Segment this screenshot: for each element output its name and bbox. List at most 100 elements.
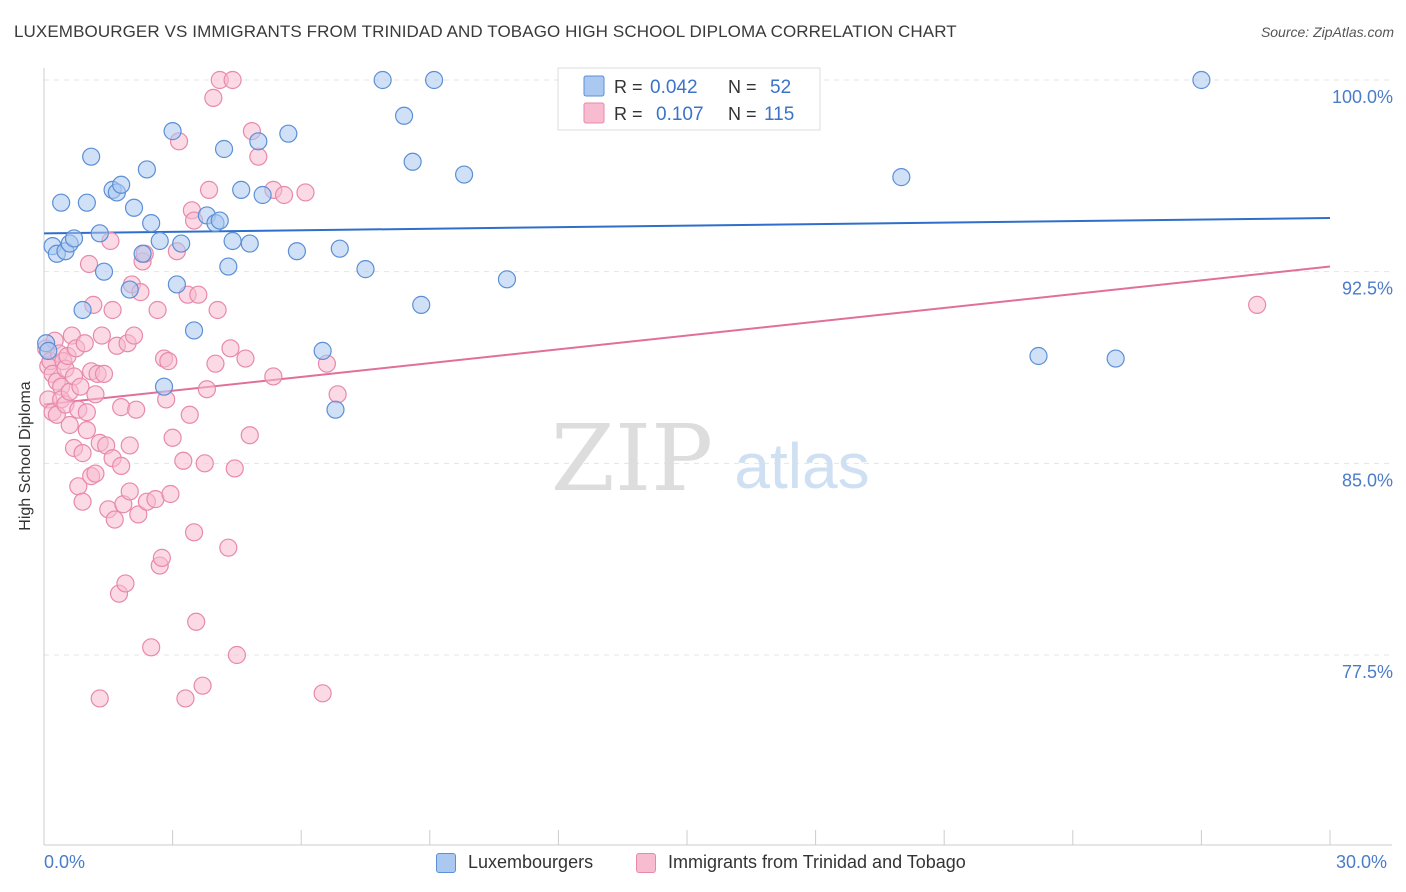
data-point-luxembourgers (394, 106, 414, 125)
data-point-luxembourgers (124, 198, 144, 217)
data-point-luxembourgers (412, 295, 431, 314)
data-point-luxembourgers (330, 239, 349, 258)
chart-title: LUXEMBOURGER VS IMMIGRANTS FROM TRINIDAD… (14, 22, 957, 41)
x-tick-label-max: 30.0% (1336, 852, 1388, 872)
data-point-luxembourgers (497, 270, 517, 289)
axes (43, 68, 1392, 846)
trend-lines (43, 217, 1331, 406)
data-point-immigrants (103, 300, 122, 320)
watermark-zip: ZIP (551, 405, 713, 512)
data-point-luxembourgers (154, 377, 174, 396)
data-point-immigrants (206, 354, 225, 373)
data-point-luxembourgers (249, 132, 268, 151)
data-point-immigrants (227, 645, 246, 665)
data-point-immigrants (127, 400, 146, 419)
data-point-immigrants (1248, 295, 1267, 314)
data-point-luxembourgers (64, 229, 84, 248)
data-point-immigrants (223, 70, 242, 90)
data-point-immigrants (90, 689, 109, 708)
data-point-immigrants (77, 421, 96, 440)
stats-r-value-2: 0.107 (656, 104, 704, 125)
data-point-immigrants (199, 180, 219, 199)
y-tick-label: 92.5% (1342, 279, 1393, 299)
data-point-luxembourgers (1192, 70, 1211, 90)
x-tick-label-min: 0.0% (44, 852, 86, 872)
data-point-immigrants (77, 403, 96, 422)
data-point-luxembourgers (1106, 349, 1125, 368)
y-tick-label: 100.0% (1332, 87, 1393, 107)
stats-r-value-1: 0.042 (650, 77, 698, 98)
data-point-immigrants (152, 548, 171, 567)
grid-lines (44, 79, 1392, 656)
y-tick-labels: 77.5% 85.0% 92.5% 100.0% (1332, 87, 1393, 682)
data-point-immigrants (219, 538, 238, 557)
data-point-luxembourgers (112, 175, 131, 194)
stats-legend-swatch-pink (583, 102, 605, 124)
data-point-luxembourgers (240, 234, 259, 253)
data-point-immigrants (86, 385, 105, 404)
data-point-luxembourgers (403, 152, 422, 171)
data-point-luxembourgers (163, 122, 182, 141)
stats-r-label-2: R = (614, 104, 643, 124)
data-point-immigrants (148, 300, 167, 320)
data-point-immigrants (189, 285, 208, 304)
data-point-luxembourgers (214, 139, 234, 159)
data-point-luxembourgers (313, 341, 332, 360)
data-point-immigrants (112, 398, 131, 417)
data-point-immigrants (159, 352, 178, 371)
watermark-atlas: atlas (734, 430, 869, 502)
data-point-immigrants (163, 428, 182, 447)
data-point-immigrants (193, 676, 212, 695)
data-point-luxembourgers (1029, 346, 1048, 366)
data-point-luxembourgers (219, 257, 238, 276)
data-point-luxembourgers (73, 300, 92, 320)
legend-label-luxembourgers: Luxembourgers (468, 852, 594, 872)
source-label: Source: ZipAtlas.com (1260, 24, 1394, 40)
stats-r-label-1: R = (614, 77, 643, 97)
data-point-immigrants (161, 484, 180, 504)
data-point-luxembourgers (167, 275, 186, 294)
data-point-immigrants (328, 385, 347, 404)
data-point-immigrants (174, 451, 193, 470)
legend-item-luxembourgers[interactable]: Luxembourgers (436, 852, 593, 873)
data-point-immigrants (73, 444, 92, 463)
data-point-immigrants (60, 415, 79, 435)
data-point-immigrants (187, 612, 206, 631)
data-point-luxembourgers (150, 231, 169, 251)
data-point-luxembourgers (133, 244, 152, 263)
data-point-luxembourgers (373, 70, 392, 90)
trend-line-luxembourgers (43, 217, 1331, 235)
data-point-immigrants (221, 339, 240, 358)
data-point-luxembourgers (120, 280, 139, 299)
data-point-immigrants (92, 326, 111, 345)
bottom-legend: Luxembourgers Immigrants from Trinidad a… (0, 852, 1406, 878)
data-point-immigrants (116, 574, 135, 593)
legend-item-immigrants[interactable]: Immigrants from Trinidad and Tobago (636, 852, 966, 873)
watermark: ZIP atlas (551, 405, 870, 512)
data-point-immigrants (264, 367, 283, 386)
series-immigrants-points (37, 70, 1267, 708)
data-point-immigrants (120, 436, 139, 455)
data-point-luxembourgers (424, 70, 444, 90)
data-point-immigrants (180, 405, 199, 424)
stats-legend: R = 0.042 N = 52 R = 0.107 N = 115 (557, 67, 821, 131)
stats-legend-swatch-blue (583, 75, 605, 97)
data-point-luxembourgers (892, 168, 911, 187)
data-point-luxembourgers (210, 211, 229, 230)
data-point-immigrants (195, 454, 214, 473)
data-point-immigrants (129, 505, 148, 524)
stats-n-value-1: 52 (770, 77, 791, 98)
legend-swatch-pink (636, 852, 656, 873)
data-point-luxembourgers (287, 242, 307, 261)
data-point-immigrants (274, 185, 294, 205)
data-point-immigrants (71, 377, 90, 396)
legend-swatch-blue (436, 852, 456, 873)
data-point-immigrants (197, 380, 216, 399)
stats-n-label-1: N = (728, 77, 757, 97)
data-point-luxembourgers (137, 160, 156, 179)
data-point-luxembourgers (356, 260, 375, 279)
data-point-luxembourgers (184, 321, 204, 340)
data-point-immigrants (184, 523, 204, 542)
data-point-immigrants (124, 326, 144, 345)
